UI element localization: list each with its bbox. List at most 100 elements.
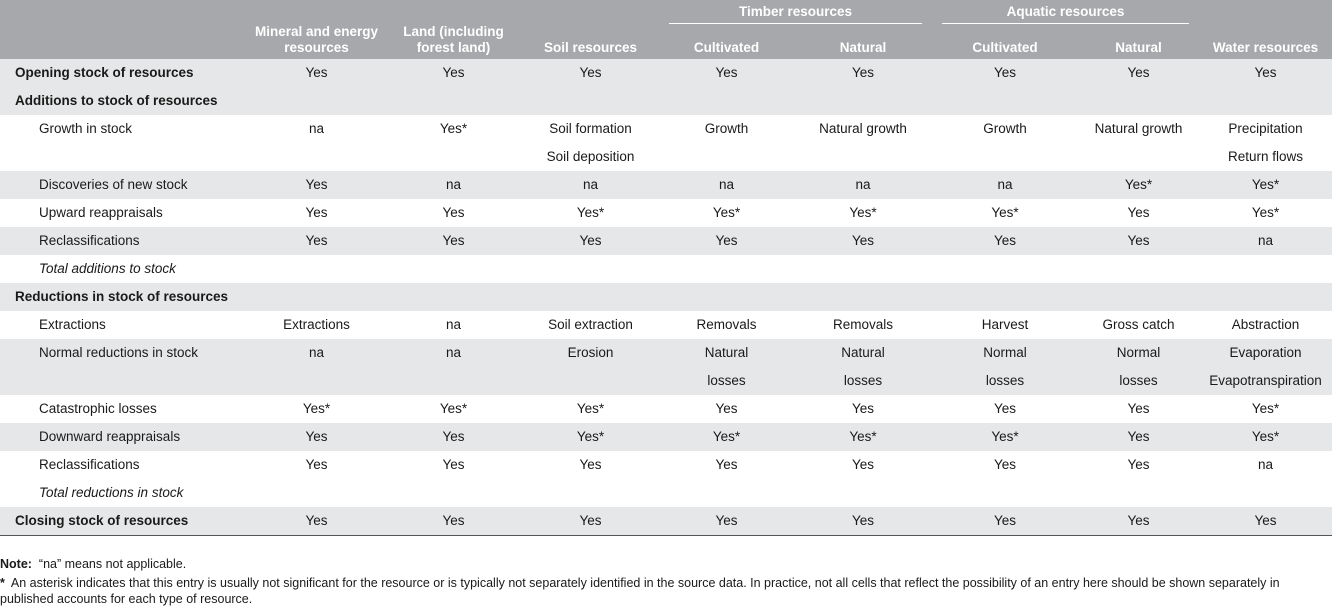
cell-aquatic-natural — [1078, 143, 1199, 171]
table-row: Total additions to stock — [0, 255, 1332, 283]
table-row: Closing stock of resources Yes Yes Yes Yes Ye… — [0, 507, 1332, 536]
cell-aquatic-natural: Yes — [1127, 457, 1150, 472]
cell-timber-cultivated — [659, 255, 794, 283]
cell-land: Yes* — [439, 121, 468, 136]
cell-mineral: na — [248, 339, 385, 367]
cell-soil: na — [522, 171, 659, 199]
cell-water: Yes* — [1251, 205, 1280, 220]
cell-land — [385, 479, 522, 507]
table-body: Opening stock of resources Yes Yes Yes Yes Ye… — [0, 59, 1332, 536]
cell-timber-cultivated — [659, 283, 794, 311]
cell-timber-cultivated — [659, 479, 794, 507]
cell-timber-natural: Yes — [794, 227, 932, 255]
cell-timber-cultivated: losses — [659, 367, 794, 395]
cell-soil — [522, 87, 659, 115]
header-aquatic-cultivated: Cultivated — [932, 26, 1078, 59]
row-label: Closing stock of resources — [0, 507, 248, 536]
cell-land: na — [385, 171, 522, 199]
cell-aquatic-cultivated: Growth — [983, 121, 1027, 136]
cell-soil: Yes — [579, 457, 602, 472]
header-timber-cultivated: Cultivated — [659, 26, 794, 59]
table-notes: Note: “na” means not applicable. * An ast… — [0, 556, 1332, 607]
cell-water: Yes — [1199, 59, 1332, 87]
cell-mineral — [248, 367, 385, 395]
note-text: “na” means not applicable. — [38, 557, 187, 571]
row-label: Total additions to stock — [39, 261, 176, 276]
cell-soil: Yes — [522, 59, 659, 87]
cell-aquatic-cultivated — [932, 143, 1078, 171]
cell-timber-cultivated: Yes — [715, 401, 738, 416]
cell-aquatic-cultivated: Yes — [993, 457, 1017, 472]
cell-timber-natural: losses — [794, 367, 932, 395]
row-label: Reductions in stock of resources — [0, 283, 248, 311]
footnote-text: An asterisk indicates that this entry is… — [0, 576, 1280, 606]
cell-timber-cultivated: Yes — [659, 227, 794, 255]
cell-timber-natural: Yes* — [849, 205, 877, 220]
cell-water: Evaporation — [1199, 339, 1332, 367]
cell-timber-natural: Yes — [851, 457, 875, 472]
cell-aquatic-cultivated — [932, 479, 1078, 507]
cell-aquatic-natural: Yes — [1127, 401, 1150, 416]
row-label: Total reductions in stock — [39, 485, 184, 500]
cell-water: Abstraction — [1231, 317, 1300, 332]
cell-aquatic-cultivated: na — [932, 171, 1078, 199]
cell-timber-natural: na — [794, 171, 932, 199]
cell-water: Precipitation — [1228, 121, 1303, 136]
cell-aquatic-natural: Yes — [1078, 507, 1200, 536]
cell-aquatic-natural: Gross catch — [1102, 317, 1175, 332]
cell-timber-natural: Natural — [794, 339, 932, 367]
row-label — [0, 367, 248, 395]
cell-aquatic-cultivated: Harvest — [981, 317, 1029, 332]
table-row: Growth in stock na Yes* Soil formation Growt… — [0, 115, 1332, 143]
cell-water: na — [1199, 227, 1332, 255]
header-timber-group: Timber resources — [659, 0, 932, 26]
cell-mineral: Yes — [305, 205, 328, 220]
header-land: Land (including forest land) — [385, 0, 522, 59]
cell-mineral: Yes — [248, 171, 385, 199]
table-row: Normal reductions in stock na na Erosion Nat… — [0, 339, 1332, 367]
cell-land: Yes* — [439, 401, 468, 416]
cell-timber-natural: Natural growth — [819, 121, 907, 136]
table-row: Catastrophic losses Yes* Yes* Yes* Yes Yes Yes… — [0, 395, 1332, 423]
cell-timber-cultivated: Growth — [704, 121, 749, 136]
cell-land: Yes — [442, 457, 465, 472]
header-timber-group-label: Timber resources — [669, 4, 922, 24]
cell-water — [1199, 479, 1332, 507]
cell-mineral: Yes — [248, 227, 385, 255]
cell-timber-cultivated: Yes — [659, 59, 794, 87]
cell-timber-cultivated: Yes — [659, 507, 794, 536]
row-label: Upward reappraisals — [39, 205, 163, 220]
row-label: Reclassifications — [0, 227, 248, 255]
cell-timber-cultivated: Natural — [659, 339, 794, 367]
table-row: losses losses losses losses Evapotranspirati… — [0, 367, 1332, 395]
cell-soil: Soil deposition — [546, 149, 635, 164]
cell-water: Yes — [1199, 507, 1332, 536]
cell-timber-natural: Yes* — [794, 423, 932, 451]
cell-aquatic-cultivated: Yes* — [991, 205, 1019, 220]
cell-water: Yes* — [1251, 401, 1280, 416]
cell-soil: Yes — [522, 507, 659, 536]
cell-aquatic-cultivated: Yes — [932, 59, 1078, 87]
cell-mineral — [248, 255, 385, 283]
cell-soil: Yes — [522, 227, 659, 255]
header-label-column — [0, 0, 248, 59]
cell-aquatic-natural: Yes — [1078, 59, 1200, 87]
cell-aquatic-cultivated: Yes — [932, 507, 1078, 536]
cell-timber-cultivated — [659, 87, 794, 115]
header-aquatic-group-label: Aquatic resources — [942, 4, 1190, 24]
cell-timber-cultivated — [659, 143, 794, 171]
footnote-asterisk: * — [0, 576, 5, 590]
table-row: Downward reappraisals Yes Yes Yes* Yes* Yes* Y… — [0, 423, 1332, 451]
cell-soil — [522, 479, 659, 507]
row-label: Extractions — [39, 317, 106, 332]
cell-land: Yes — [385, 507, 522, 536]
cell-aquatic-natural: Yes* — [1078, 171, 1200, 199]
cell-land — [385, 367, 522, 395]
table-row: Soil deposition Return flows — [0, 143, 1332, 171]
header-water: Water resources — [1199, 0, 1332, 59]
row-label: Downward reappraisals — [0, 423, 248, 451]
cell-timber-natural — [794, 479, 932, 507]
cell-aquatic-natural — [1078, 479, 1199, 507]
cell-soil — [522, 255, 659, 283]
cell-timber-natural: Yes — [794, 59, 932, 87]
